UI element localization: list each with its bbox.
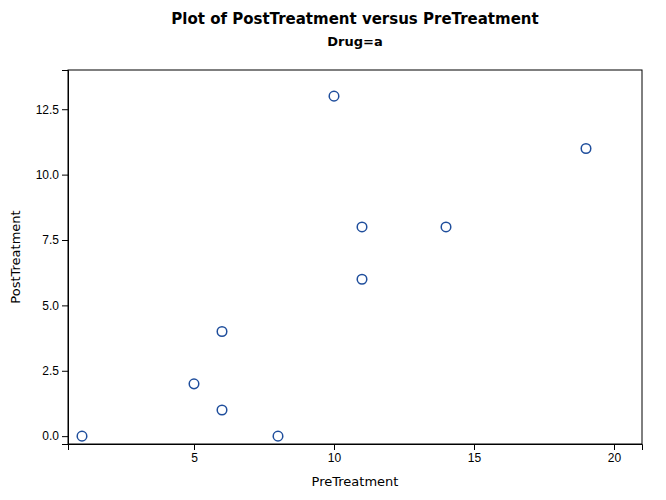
subtitle: Drug=a xyxy=(327,34,382,49)
tick: 10 xyxy=(328,444,342,465)
x-axis-title: PreTreatment xyxy=(312,474,399,489)
point xyxy=(189,379,199,389)
tick-label: 10 xyxy=(328,451,342,465)
tick-label: 5.0 xyxy=(42,299,59,313)
point xyxy=(441,222,451,232)
point xyxy=(273,431,283,441)
tick-mark xyxy=(614,444,615,450)
tick-mark xyxy=(62,436,68,437)
tick: 12.5 xyxy=(36,103,68,117)
tick: 0.0 xyxy=(42,429,68,443)
point xyxy=(77,431,87,441)
tick-mark xyxy=(62,175,68,176)
point xyxy=(581,144,591,154)
point xyxy=(217,327,227,337)
tick-label: 2.5 xyxy=(42,364,59,378)
tick-mark xyxy=(474,444,475,450)
chart-container: Plot of PostTreatment versus PreTreatmen… xyxy=(0,0,666,500)
tick: 5 xyxy=(191,444,198,465)
point xyxy=(329,91,339,101)
axis-line xyxy=(69,445,643,451)
tick: 5.0 xyxy=(42,299,68,313)
tick-label: 7.5 xyxy=(42,233,59,247)
point xyxy=(357,274,367,284)
points xyxy=(77,91,591,441)
tick: 15 xyxy=(468,444,482,465)
point xyxy=(217,405,227,415)
tick: 2.5 xyxy=(42,364,68,378)
tick-mark xyxy=(194,444,195,450)
tick: 20 xyxy=(608,444,622,465)
point xyxy=(357,222,367,232)
tick-label: 10.0 xyxy=(36,168,60,182)
chart-svg: Plot of PostTreatment versus PreTreatmen… xyxy=(0,0,666,500)
tick-mark xyxy=(62,305,68,306)
tick-label: 12.5 xyxy=(36,103,60,117)
y-axis-title: PostTreatment xyxy=(8,210,23,303)
x-axis: 5 10 15 20 xyxy=(69,444,643,465)
tick-mark xyxy=(62,109,68,110)
tick-mark xyxy=(62,240,68,241)
tick: 7.5 xyxy=(42,233,68,247)
tick-label: 15 xyxy=(468,451,482,465)
tick: 10.0 xyxy=(36,168,68,182)
tick-mark xyxy=(62,371,68,372)
y-axis: 0.0 2.5 5.0 7.5 10.0 12.5 xyxy=(36,71,69,445)
plot-frame xyxy=(68,70,642,444)
tick-label: 0.0 xyxy=(42,429,59,443)
tick-label: 5 xyxy=(191,451,198,465)
tick-label: 20 xyxy=(608,451,622,465)
title: Plot of PostTreatment versus PreTreatmen… xyxy=(171,10,538,28)
tick-mark xyxy=(334,444,335,450)
